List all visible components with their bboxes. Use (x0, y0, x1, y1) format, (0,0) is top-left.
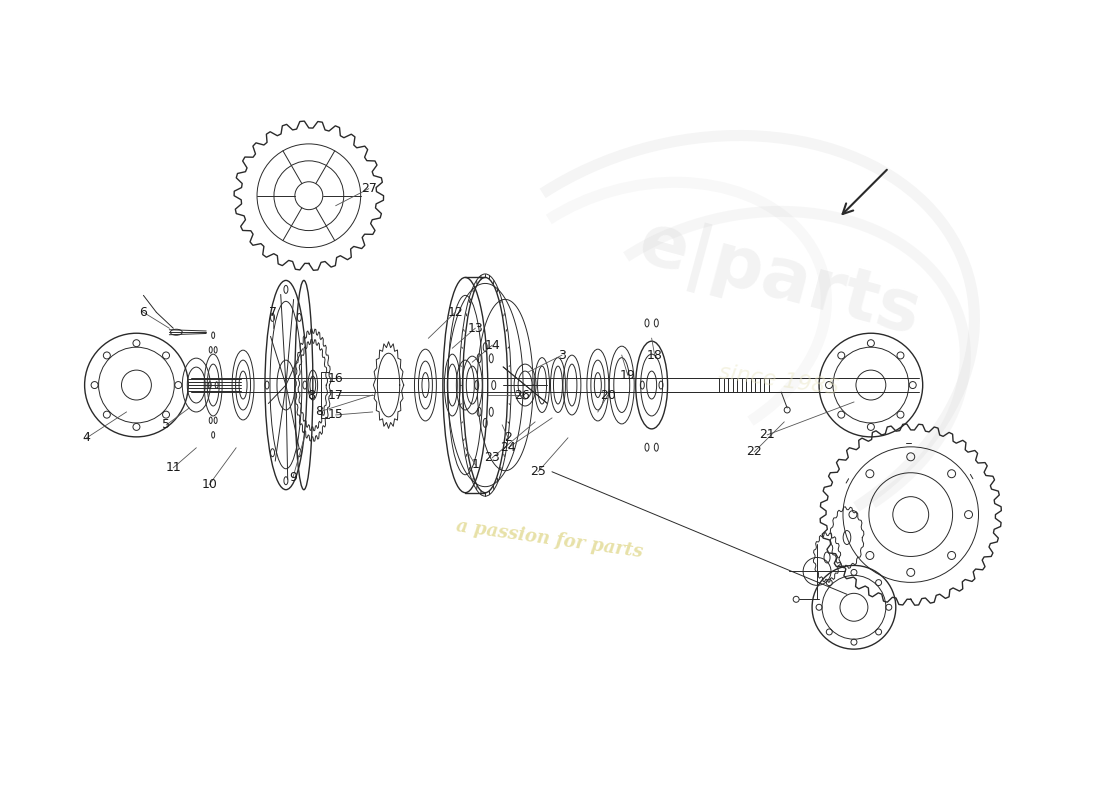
Text: 12: 12 (448, 306, 463, 319)
Text: 7: 7 (270, 306, 277, 319)
Text: 11: 11 (165, 462, 182, 474)
Text: 3: 3 (558, 349, 565, 362)
Text: 9: 9 (289, 471, 297, 484)
Text: 22: 22 (747, 446, 762, 458)
Text: e|parts: e|parts (630, 209, 928, 352)
Text: 16: 16 (328, 371, 343, 385)
Text: 21: 21 (759, 428, 775, 442)
Text: 8: 8 (307, 389, 315, 402)
Text: a passion for parts: a passion for parts (455, 518, 645, 562)
Text: 5: 5 (163, 418, 170, 431)
Text: 24: 24 (500, 442, 516, 454)
Text: 1: 1 (471, 458, 480, 471)
Text: 6: 6 (140, 306, 147, 319)
Text: 13: 13 (468, 322, 483, 334)
Text: 26: 26 (514, 389, 530, 402)
Text: 19: 19 (620, 369, 636, 382)
Text: 10: 10 (201, 478, 217, 491)
Text: 23: 23 (484, 451, 500, 464)
Text: since 1985: since 1985 (717, 362, 840, 398)
Text: 25: 25 (530, 466, 546, 478)
Text: 8: 8 (315, 406, 322, 418)
Text: 14: 14 (484, 338, 500, 352)
Text: 4: 4 (82, 431, 90, 444)
Text: 27: 27 (361, 182, 376, 195)
Text: 15: 15 (328, 409, 343, 422)
Text: 20: 20 (600, 389, 616, 402)
Text: 18: 18 (647, 349, 662, 362)
Text: 17: 17 (328, 389, 343, 402)
Text: 2: 2 (504, 431, 513, 444)
